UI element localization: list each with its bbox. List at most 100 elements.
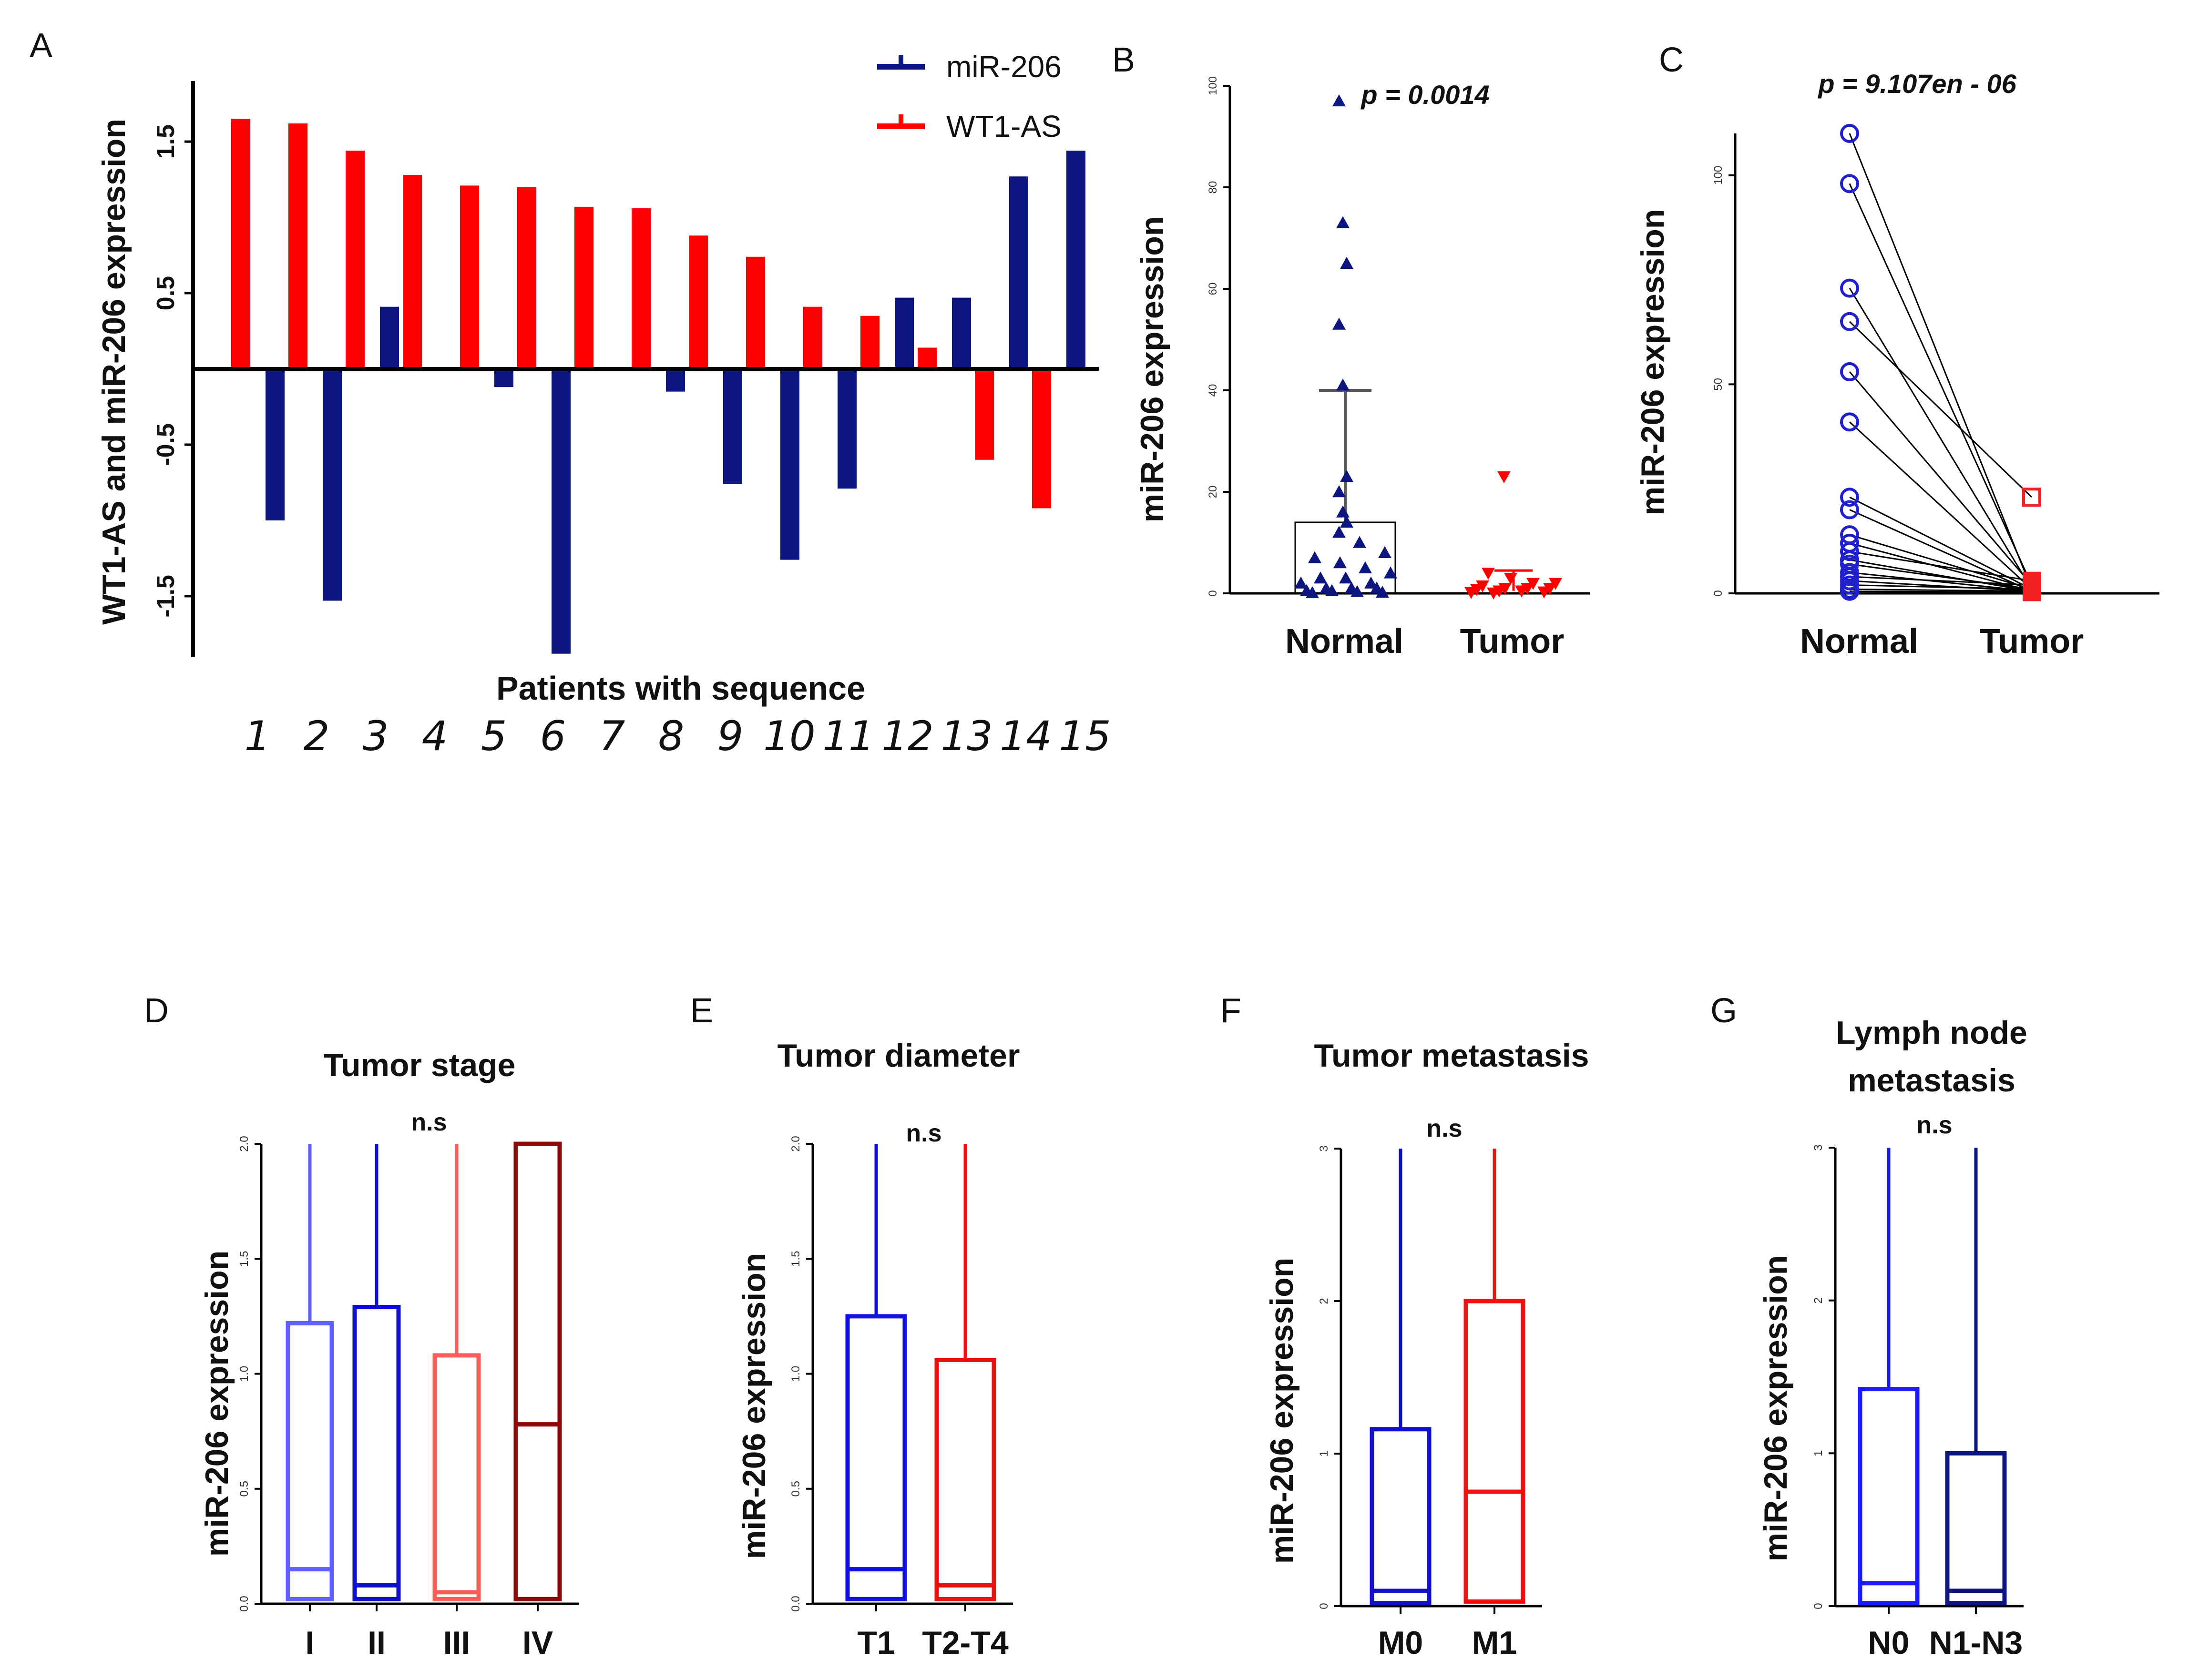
- panel-b-normal-point: [1332, 317, 1346, 330]
- bar-wt1as-patient-12: [860, 316, 880, 369]
- panel-b-tumor-point: [1464, 587, 1478, 599]
- panel-a-ytick-label: 0.5: [152, 276, 180, 310]
- panel-g-ns: n.s: [1916, 1111, 1952, 1139]
- panel-b-normal-point: [1325, 584, 1339, 596]
- panel-f-box-m0: [1370, 1427, 1432, 1606]
- panel-c-pair-line: [1849, 563, 2032, 590]
- bar-wt1as-patient-13: [918, 347, 937, 369]
- panel-b-normal-point: [1332, 485, 1346, 498]
- panel-c-normal-point: [1840, 412, 1859, 432]
- bar-wt1as-patient-6: [517, 187, 536, 369]
- panel-b-xcat-tumor: Tumor: [1460, 622, 1565, 661]
- panel-g-ytick-label: 3: [1812, 1144, 1825, 1151]
- panel-b-tumor-point: [1487, 587, 1500, 600]
- panel-d-ytick-label: 0.0: [238, 1596, 251, 1611]
- panel-b-tumor-point: [1504, 572, 1517, 585]
- panel-c-xcat-tumor: Tumor: [1980, 622, 2084, 661]
- panel-f-ylabel: miR-206 expression: [1264, 1258, 1300, 1564]
- panel-b-normal-point: [1350, 585, 1364, 598]
- panel-g-xcat-n0: N0: [1868, 1625, 1910, 1661]
- panel-b-normal-point: [1332, 526, 1346, 538]
- panel-b-ytick-label: 80: [1207, 181, 1219, 194]
- panel-f-ytick-label: 0: [1318, 1603, 1330, 1609]
- bar-wt1as-patient-3: [346, 151, 365, 369]
- bar-wt1as-patient-11: [803, 306, 822, 369]
- panel-b-tumor-point: [1537, 586, 1551, 599]
- panel-letter-b: B: [1112, 41, 1135, 79]
- panel-b-normal-point: [1340, 515, 1353, 528]
- panel-d-plot: 0.00.51.01.52.0I II III IV: [238, 1136, 579, 1661]
- panel-c-pair-line: [1849, 576, 2032, 586]
- panel-d-ylabel: miR-206 expression: [199, 1251, 235, 1557]
- panel-a-xcat-11: 11: [822, 713, 874, 760]
- panel-b-ylabel: miR-206 expression: [1134, 216, 1170, 523]
- panel-a-xcat-12: 12: [881, 713, 933, 760]
- panel-e-ytick-label: 0.5: [789, 1481, 802, 1497]
- panel-c-pair-line: [1849, 584, 2032, 590]
- panel-letter-c: C: [1659, 41, 1684, 79]
- panel-e-xcat-t2-t4: T2-T4: [922, 1625, 1009, 1661]
- panel-d-box-iii: [432, 1353, 481, 1601]
- panel-g-plot: 0 1 2 3 N0 N1-N3: [1812, 1144, 2024, 1661]
- panel-b-normal-point: [1336, 216, 1350, 228]
- panel-e-ns: n.s: [906, 1120, 941, 1147]
- panel-c-pair-line: [1849, 534, 2032, 590]
- panel-g-box-n0: [1858, 1387, 1920, 1606]
- panel-a-xcat-7: 7: [599, 713, 625, 760]
- panel-c-xcat-normal: Normal: [1800, 622, 1918, 661]
- bar-mir206-patient-15: [1066, 151, 1085, 369]
- panel-b-normal-point: [1359, 561, 1372, 573]
- panel-a-bars: [231, 119, 1085, 654]
- bar-wt1as-patient-9: [689, 235, 708, 369]
- panel-letter-e: E: [690, 992, 713, 1030]
- panel-c: C miR-206 expression p = 9.107en - 06 0 5…: [1635, 41, 2159, 661]
- panel-d-xcat-iii: III: [443, 1625, 471, 1661]
- panel-a-xcat-3: 3: [363, 713, 389, 760]
- bar-mir206-patient-12: [895, 297, 914, 369]
- panel-a-ytick-label: -0.5: [152, 423, 180, 466]
- panel-c-pair-line: [1849, 287, 2033, 590]
- panel-letter-g: G: [1710, 992, 1737, 1030]
- panel-c-ytick-label: 50: [1712, 378, 1725, 391]
- panel-b-normal-point: [1308, 551, 1321, 563]
- bar-mir206-patient-2: [323, 369, 342, 601]
- panel-b-tumor-point: [1497, 471, 1511, 484]
- panel-f-ytick-label: 1: [1318, 1450, 1330, 1456]
- panel-c-pvalue: p = 9.107en - 06: [1817, 69, 2016, 99]
- panel-a-xcat-9: 9: [717, 713, 744, 760]
- panel-b-normal-point: [1340, 256, 1353, 269]
- panel-c-normal-point: [1840, 542, 1859, 561]
- legend-label-wt1as: WT1-AS: [946, 109, 1062, 143]
- panel-a-xcat-15: 15: [1059, 713, 1111, 760]
- panel-f: F Tumor metastasis miR-206 expression n.…: [1220, 992, 1589, 1661]
- panel-c-pair-line: [1849, 421, 2033, 590]
- panel-a-xcat-8: 8: [658, 713, 685, 760]
- panel-d-xcat-ii: II: [368, 1625, 386, 1661]
- panel-c-normal-point: [1840, 581, 1859, 601]
- panel-letter-f: F: [1220, 992, 1241, 1030]
- bar-mir206-patient-10: [780, 369, 799, 560]
- bar-wt1as-patient-15: [1032, 369, 1051, 509]
- panel-e-ytick-label: 2.0: [789, 1136, 802, 1151]
- bar-wt1as-patient-7: [574, 206, 593, 369]
- panel-d-ytick-label: 0.5: [238, 1481, 251, 1497]
- panel-c-pair-line: [1849, 591, 2032, 593]
- panel-c-normal-point: [1840, 278, 1859, 298]
- panel-c-pair-line: [1849, 550, 2032, 582]
- panel-a-xcat-13: 13: [941, 713, 992, 760]
- panel-d-ytick-label: 1.5: [238, 1251, 251, 1267]
- panel-c-plot: 0 50 100: [1712, 124, 2159, 601]
- bar-mir206-patient-3: [380, 306, 399, 369]
- panel-d-ns: n.s: [411, 1109, 447, 1136]
- bar-wt1as-patient-5: [460, 185, 479, 369]
- panel-c-pair-line: [1849, 496, 2032, 590]
- panel-e-ytick-label: 0.0: [789, 1596, 802, 1611]
- panel-a-axes: 1.50.5-0.5-1.51 2 3 4 5 6 7 8 9 10 11 12 13 14 15: [152, 81, 1111, 760]
- bar-wt1as-patient-2: [288, 123, 307, 369]
- legend-label-mir206: miR-206: [946, 50, 1062, 84]
- panel-b-normal-point: [1336, 378, 1350, 391]
- panel-e-ylabel: miR-206 expression: [736, 1253, 772, 1559]
- panel-a-ylabel: WT1-AS and miR-206 expression: [96, 119, 132, 625]
- panel-b-tumor-point: [1476, 580, 1489, 593]
- panel-e: E Tumor diameter miR-206 expression n.s …: [690, 992, 1020, 1661]
